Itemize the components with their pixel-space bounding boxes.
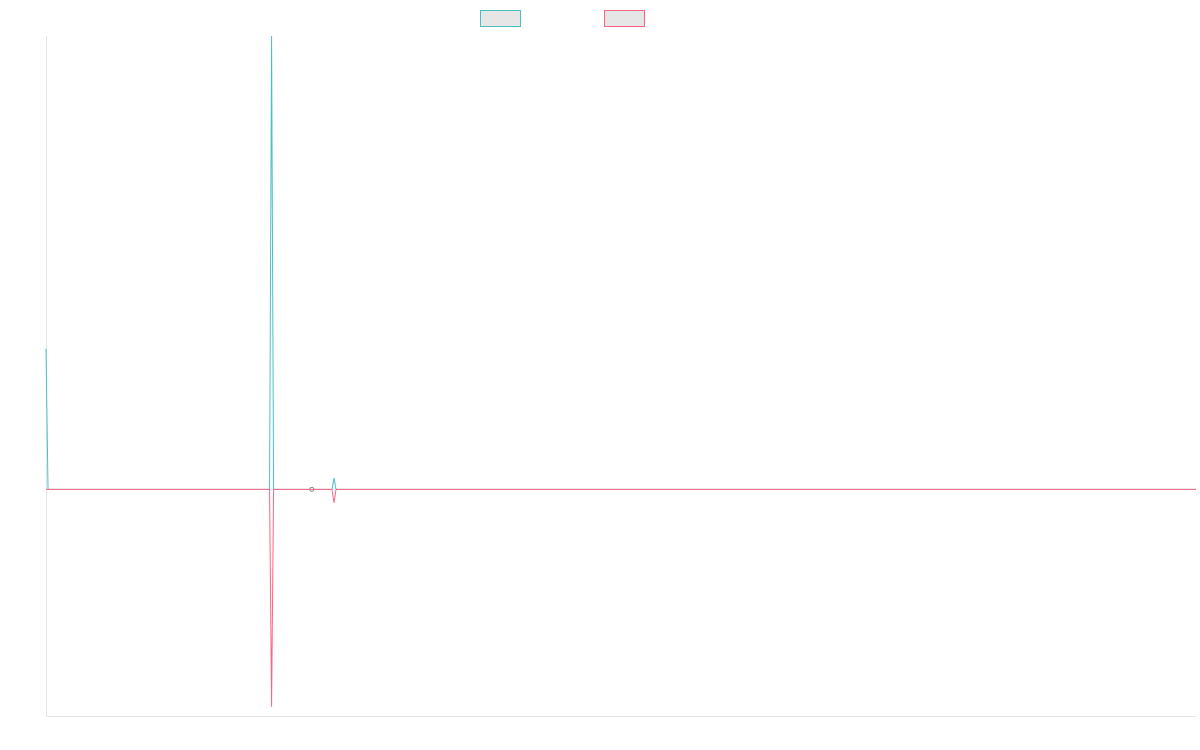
series-layer bbox=[45, 35, 1196, 707]
legend-swatch-1[interactable] bbox=[480, 10, 521, 27]
series-line-1 bbox=[45, 35, 1196, 490]
legend-swatch-2[interactable] bbox=[604, 10, 645, 27]
series-line-2 bbox=[46, 488, 1196, 707]
axes bbox=[46, 36, 1196, 717]
legend[interactable] bbox=[480, 10, 645, 27]
